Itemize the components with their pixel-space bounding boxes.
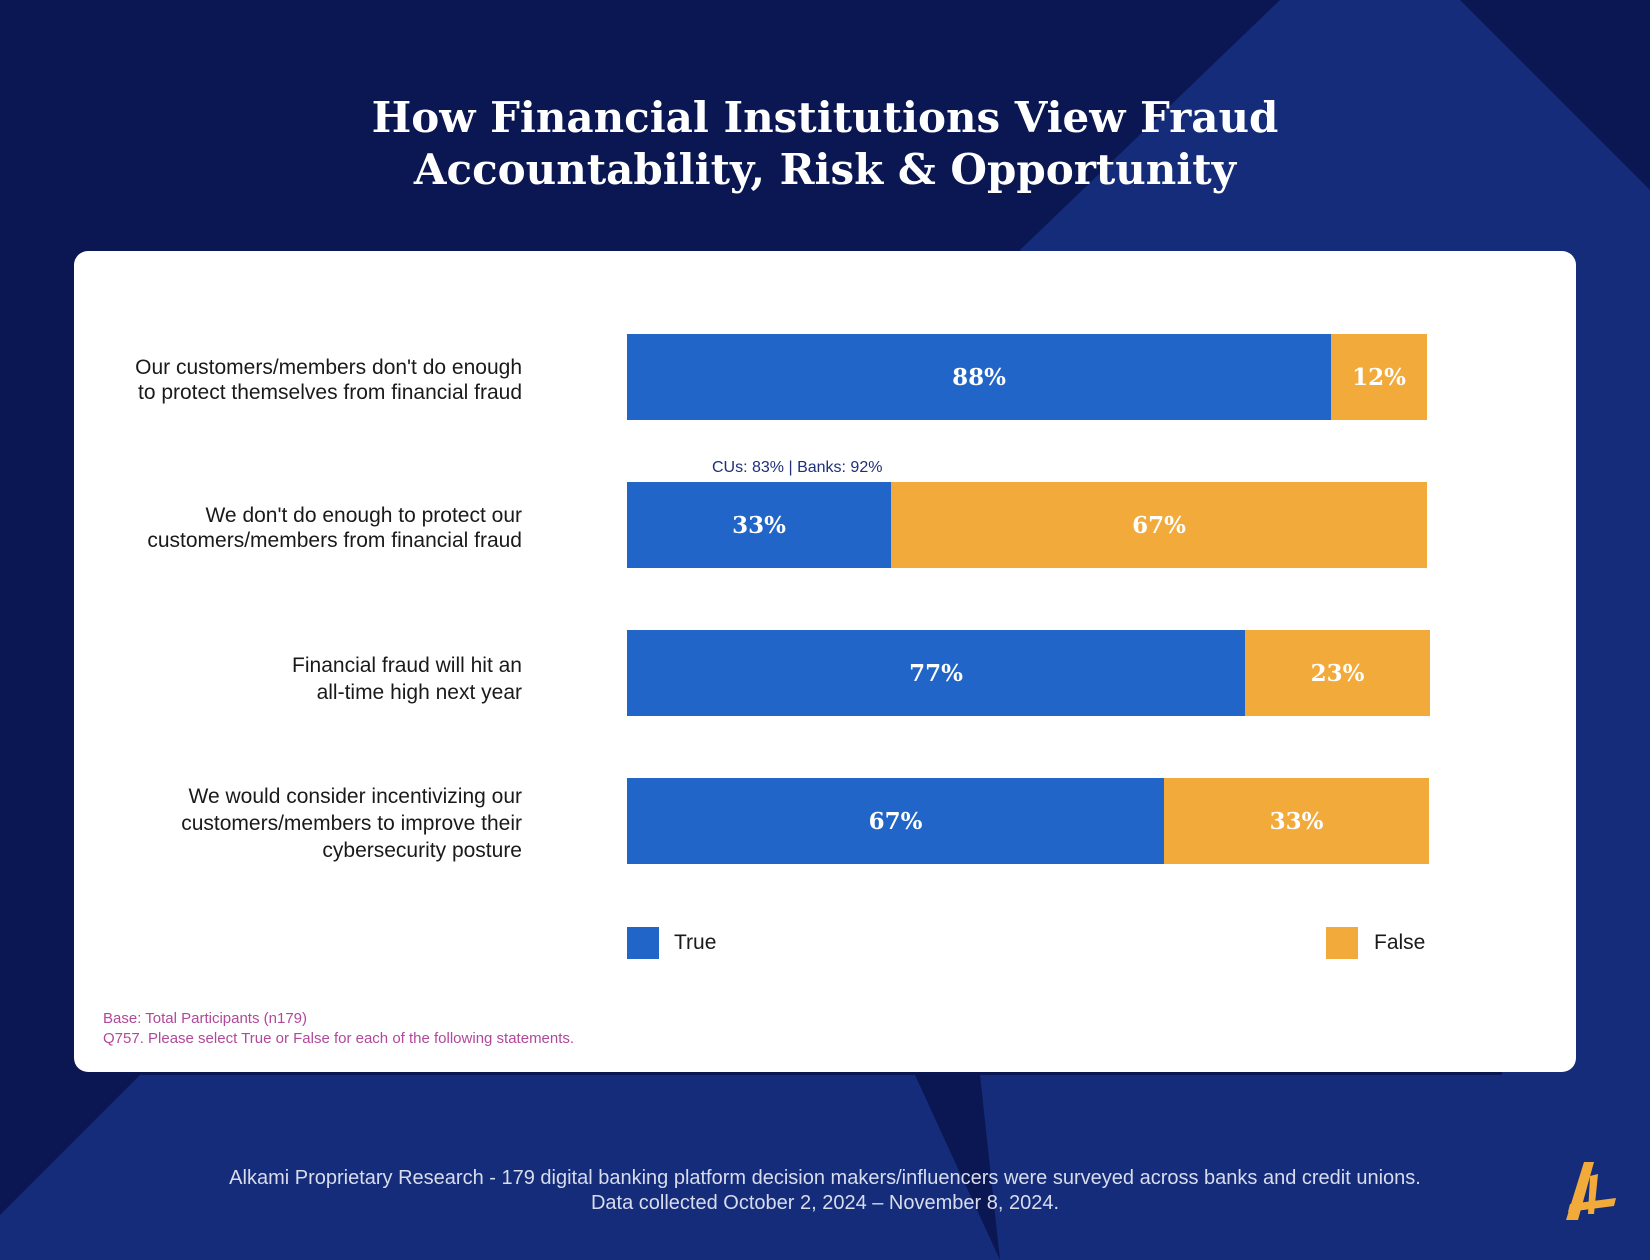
bar-false-1: 12% <box>1331 334 1427 420</box>
category-label-1: Our customers/members don't do enough to… <box>135 355 522 405</box>
bar-true-4: 67% <box>627 778 1164 864</box>
bar-true-3: 77% <box>627 630 1245 716</box>
legend-true-label: True <box>674 931 717 954</box>
base-note: Base: Total Participants (n179) Q757. Pl… <box>103 1009 574 1049</box>
category-label-1-line-1: Our customers/members don't do enough <box>135 356 522 379</box>
category-label-3-line-2: all-time high next year <box>316 681 522 704</box>
bar-false-2: 67% <box>891 482 1427 568</box>
category-label-2-line-2: customers/members from financial fraud <box>147 529 522 552</box>
footer-line-2: Data collected October 2, 2024 – Novembe… <box>590 1192 1060 1214</box>
legend-false-label: False <box>1374 931 1426 954</box>
footer-source: Alkami Proprietary Research - 179 digita… <box>0 1166 1650 1216</box>
bar-true-1: 88% <box>627 334 1331 420</box>
bar-true-2-value-label: 33% <box>732 511 786 539</box>
title-line-1: How Financial Institutions View Fraud <box>371 93 1279 142</box>
bar-false-2-value-label: 67% <box>1132 511 1186 539</box>
bar-false-3: 23% <box>1245 630 1430 716</box>
bar-false-3-value-label: 23% <box>1310 659 1365 687</box>
legend-true-swatch <box>627 927 659 959</box>
bar-false-4-value-label: 33% <box>1269 807 1324 835</box>
category-label-3: Financial fraud will hit an all-time hig… <box>292 652 522 706</box>
category-label-2: We don't do enough to protect our custom… <box>147 503 522 553</box>
bar-true-1-value-label: 88% <box>952 363 1006 391</box>
footer-line-1: Alkami Proprietary Research - 179 digita… <box>229 1167 1421 1189</box>
bar-true-4-value-label: 67% <box>868 807 923 835</box>
category-label-4: We would consider incentivizing our cust… <box>181 783 522 864</box>
subgroup-annotation: CUs: 83% | Banks: 92% <box>712 459 883 476</box>
base-note-question: Q757. Please select True or False for ea… <box>103 1030 575 1047</box>
title-line-2: Accountability, Risk & Opportunity <box>413 145 1237 194</box>
base-note-participants: Base: Total Participants (n179) <box>103 1010 308 1027</box>
category-label-4-line-3: cybersecurity posture <box>322 839 522 862</box>
bar-false-1-value-label: 12% <box>1352 363 1406 391</box>
category-label-3-line-1: Financial fraud will hit an <box>292 654 522 677</box>
bar-true-2: 33% <box>627 482 891 568</box>
bar-false-4: 33% <box>1164 778 1429 864</box>
category-label-2-line-1: We don't do enough to protect our <box>205 504 522 527</box>
category-label-1-line-2: to protect themselves from financial fra… <box>137 381 522 404</box>
bar-true-3-value-label: 77% <box>909 659 963 687</box>
chart-title: How Financial Institutions View Fraud Ac… <box>0 92 1650 196</box>
legend-false-swatch <box>1326 927 1358 959</box>
chart-card: Our customers/members don't do enough to… <box>74 251 1576 1072</box>
category-label-4-line-1: We would consider incentivizing our <box>188 785 522 808</box>
alkami-a-logo-icon <box>1566 1162 1616 1220</box>
category-label-4-line-2: customers/members to improve their <box>181 812 522 835</box>
